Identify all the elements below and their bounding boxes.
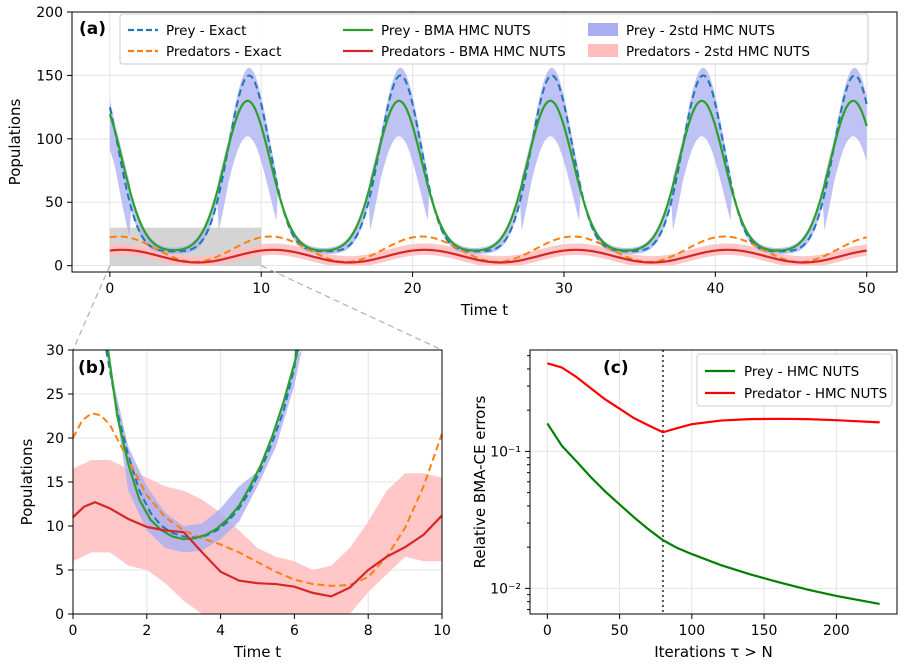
y-tick-label: 25 <box>46 387 64 403</box>
x-tick-label: 150 <box>751 623 778 639</box>
panel-a-tag: (a) <box>79 19 106 39</box>
panel-b-plot <box>73 350 442 614</box>
panel-c-axes: 0 50 100 150 200 10⁻² 10⁻¹ <box>490 350 897 639</box>
y-tick-label: 200 <box>36 5 63 21</box>
panel-c-frame <box>529 349 898 615</box>
legend-box <box>119 13 869 65</box>
legend-label: Prey - 2std HMC NUTS <box>626 23 775 39</box>
y-tick-label: 150 <box>36 68 63 84</box>
panel-c-xlabel: Iterations τ > N <box>654 643 773 661</box>
x-tick-label: 0 <box>69 623 78 639</box>
y-tick-label: 0 <box>54 259 63 275</box>
panel-b-tag: (b) <box>78 358 106 378</box>
series-predators-exact-line <box>73 412 442 587</box>
legend-label: Predators - BMA HMC NUTS <box>381 44 566 60</box>
x-tick-label: 10 <box>252 281 270 297</box>
panel-a-ylabel: Populations <box>6 99 24 186</box>
panel-c-ylabel: Relative BMA-CE errors <box>471 395 489 568</box>
x-tick-label: 50 <box>858 281 876 297</box>
y-tick-label: 100 <box>36 132 63 148</box>
panel-a-plot <box>108 67 868 266</box>
legend-label: Predators - Exact <box>166 44 281 60</box>
panel-a-frame <box>71 11 898 273</box>
y-tick-label: 20 <box>46 431 64 447</box>
legend-swatch <box>588 23 618 36</box>
panel-c-plot <box>546 350 880 614</box>
panel-b-ylabel: Populations <box>18 439 36 526</box>
x-tick-label: 10 <box>433 623 451 639</box>
y-tick-label: 0 <box>55 607 64 623</box>
legend-label: Prey - BMA HMC NUTS <box>381 23 531 39</box>
y-tick-label: 5 <box>55 563 64 579</box>
series-predators-bma-line <box>73 501 442 598</box>
legend-label: Prey - HMC NUTS <box>744 364 859 380</box>
legend-swatch <box>588 44 618 57</box>
x-tick-label: 0 <box>105 281 114 297</box>
zoom-connector-left <box>72 265 111 351</box>
x-tick-label: 0 <box>543 623 552 639</box>
panel-a-xlabel: Time t <box>460 301 508 319</box>
legend-label: Predators - 2std HMC NUTS <box>626 44 810 60</box>
y-tick-label: 50 <box>45 195 63 211</box>
series-prey-2std-band <box>106 350 302 553</box>
x-tick-label: 100 <box>678 623 705 639</box>
y-tick-label: 10⁻² <box>490 581 521 597</box>
series-prey-2std-band <box>109 67 867 254</box>
legend-box <box>696 353 893 407</box>
series-prey-bma-line <box>106 350 300 541</box>
x-tick-label: 30 <box>555 281 573 297</box>
panel-b-frame <box>72 349 443 615</box>
y-tick-label: 15 <box>46 475 64 491</box>
series-predators-bma-line <box>109 248 867 264</box>
y-tick-label: 10⁻¹ <box>490 444 521 460</box>
x-tick-label: 50 <box>611 623 629 639</box>
x-tick-label: 200 <box>823 623 850 639</box>
y-tick-label: 30 <box>46 343 64 359</box>
panel-a-legend: Prey - Exact Predators - Exact Prey - BMA … <box>119 13 869 65</box>
x-tick-label: 2 <box>142 623 151 639</box>
panel-b-xlabel: Time t <box>233 643 281 661</box>
x-tick-label: 4 <box>216 623 225 639</box>
x-tick-label: 6 <box>290 623 299 639</box>
panel-c-legend: Prey - HMC NUTS Predator - HMC NUTS <box>696 353 893 407</box>
panel-c-tag: (c) <box>603 358 629 378</box>
series-predator-hmc-line <box>547 362 880 434</box>
legend-label: Predator - HMC NUTS <box>744 386 887 402</box>
legend-label: Prey - Exact <box>166 23 246 39</box>
series-prey-hmc-line <box>546 422 880 606</box>
series-predators-2std-band <box>73 460 442 614</box>
x-tick-label: 40 <box>706 281 724 297</box>
series-predators-exact-line <box>109 235 867 263</box>
x-tick-label: 20 <box>404 281 422 297</box>
series-prey-bma-line <box>108 99 868 252</box>
zoom-connector-right <box>260 265 443 351</box>
y-tick-label: 10 <box>46 519 64 535</box>
x-tick-label: 8 <box>364 623 373 639</box>
